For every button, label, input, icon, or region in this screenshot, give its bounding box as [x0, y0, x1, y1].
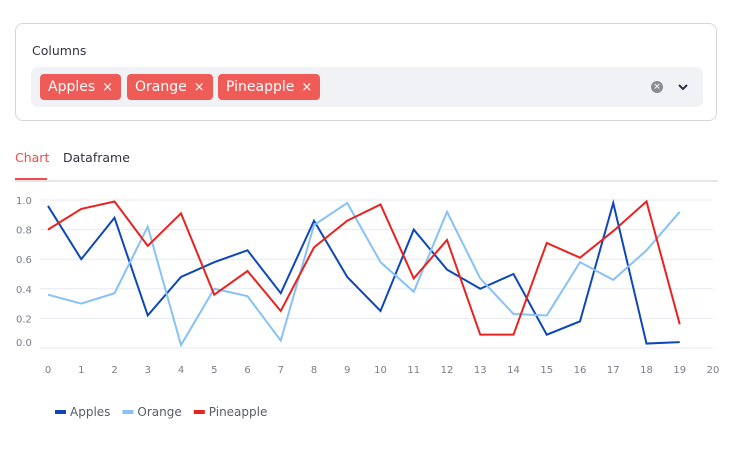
- columns-form: Columns Apples × Orange × Pineapple × ×: [15, 23, 717, 121]
- x-tick-label: 11: [407, 365, 420, 376]
- remove-tag-icon[interactable]: ×: [102, 80, 114, 95]
- columns-multiselect[interactable]: Apples × Orange × Pineapple × ×: [31, 67, 703, 107]
- x-tick-label: 10: [374, 365, 387, 376]
- legend-swatch: [55, 410, 66, 414]
- tag-label: Orange: [135, 79, 187, 95]
- tab-bar: Chart Dataframe: [15, 150, 718, 182]
- x-tick-label: 7: [278, 365, 284, 376]
- tab-chart[interactable]: Chart: [15, 150, 50, 165]
- x-tick-label: 5: [211, 365, 217, 376]
- clear-circle-icon[interactable]: ×: [651, 81, 663, 93]
- x-tick-label: 9: [344, 365, 350, 376]
- columns-label: Columns: [32, 43, 87, 58]
- y-tick-label: 0.2: [16, 314, 32, 325]
- tag-apples: Apples ×: [40, 74, 122, 100]
- x-tick-label: 12: [441, 365, 454, 376]
- y-tick-label: 0.0: [16, 338, 32, 349]
- x-tick-label: 15: [540, 365, 553, 376]
- x-tick-label: 20: [707, 365, 720, 376]
- y-tick-label: 0.4: [16, 285, 32, 296]
- legend-swatch: [122, 410, 134, 414]
- x-tick-label: 1: [78, 365, 84, 376]
- series-line-apples: [47, 198, 680, 345]
- x-tick-label: 19: [673, 365, 686, 376]
- series-line-pineapple: [47, 199, 681, 336]
- remove-tag-icon[interactable]: ×: [301, 80, 313, 95]
- legend-swatch: [193, 410, 205, 414]
- tag-label: Apples: [48, 79, 96, 95]
- x-tick-label: 18: [640, 365, 653, 376]
- x-tick-label: 14: [507, 365, 520, 376]
- legend-label: Orange: [137, 405, 181, 419]
- x-tick-label: 13: [474, 365, 487, 376]
- tab-dataframe[interactable]: Dataframe: [63, 150, 130, 165]
- tag-label: Pineapple: [226, 79, 295, 95]
- remove-tag-icon[interactable]: ×: [193, 80, 205, 95]
- x-tick-label: 2: [111, 365, 117, 376]
- tag-pineapple: Pineapple ×: [218, 74, 321, 100]
- x-tick-label: 8: [311, 365, 317, 376]
- x-tick-label: 3: [145, 365, 151, 376]
- active-tab-indicator: [15, 178, 47, 180]
- y-tick-label: 0.6: [16, 255, 32, 266]
- x-tick-label: 0: [45, 365, 51, 376]
- chevron-down-icon[interactable]: [676, 79, 690, 95]
- x-tick-label: 6: [244, 365, 250, 376]
- y-tick-label: 1.0: [16, 196, 32, 207]
- x-tick-label: 17: [607, 365, 620, 376]
- legend-label: Pineapple: [209, 405, 268, 419]
- series-line-orange: [47, 201, 681, 348]
- legend-label: Apples: [70, 405, 110, 419]
- x-tick-label: 16: [574, 365, 587, 376]
- x-tick-label: 4: [178, 365, 184, 376]
- tag-orange: Orange ×: [127, 74, 213, 100]
- y-tick-label: 0.8: [16, 226, 32, 237]
